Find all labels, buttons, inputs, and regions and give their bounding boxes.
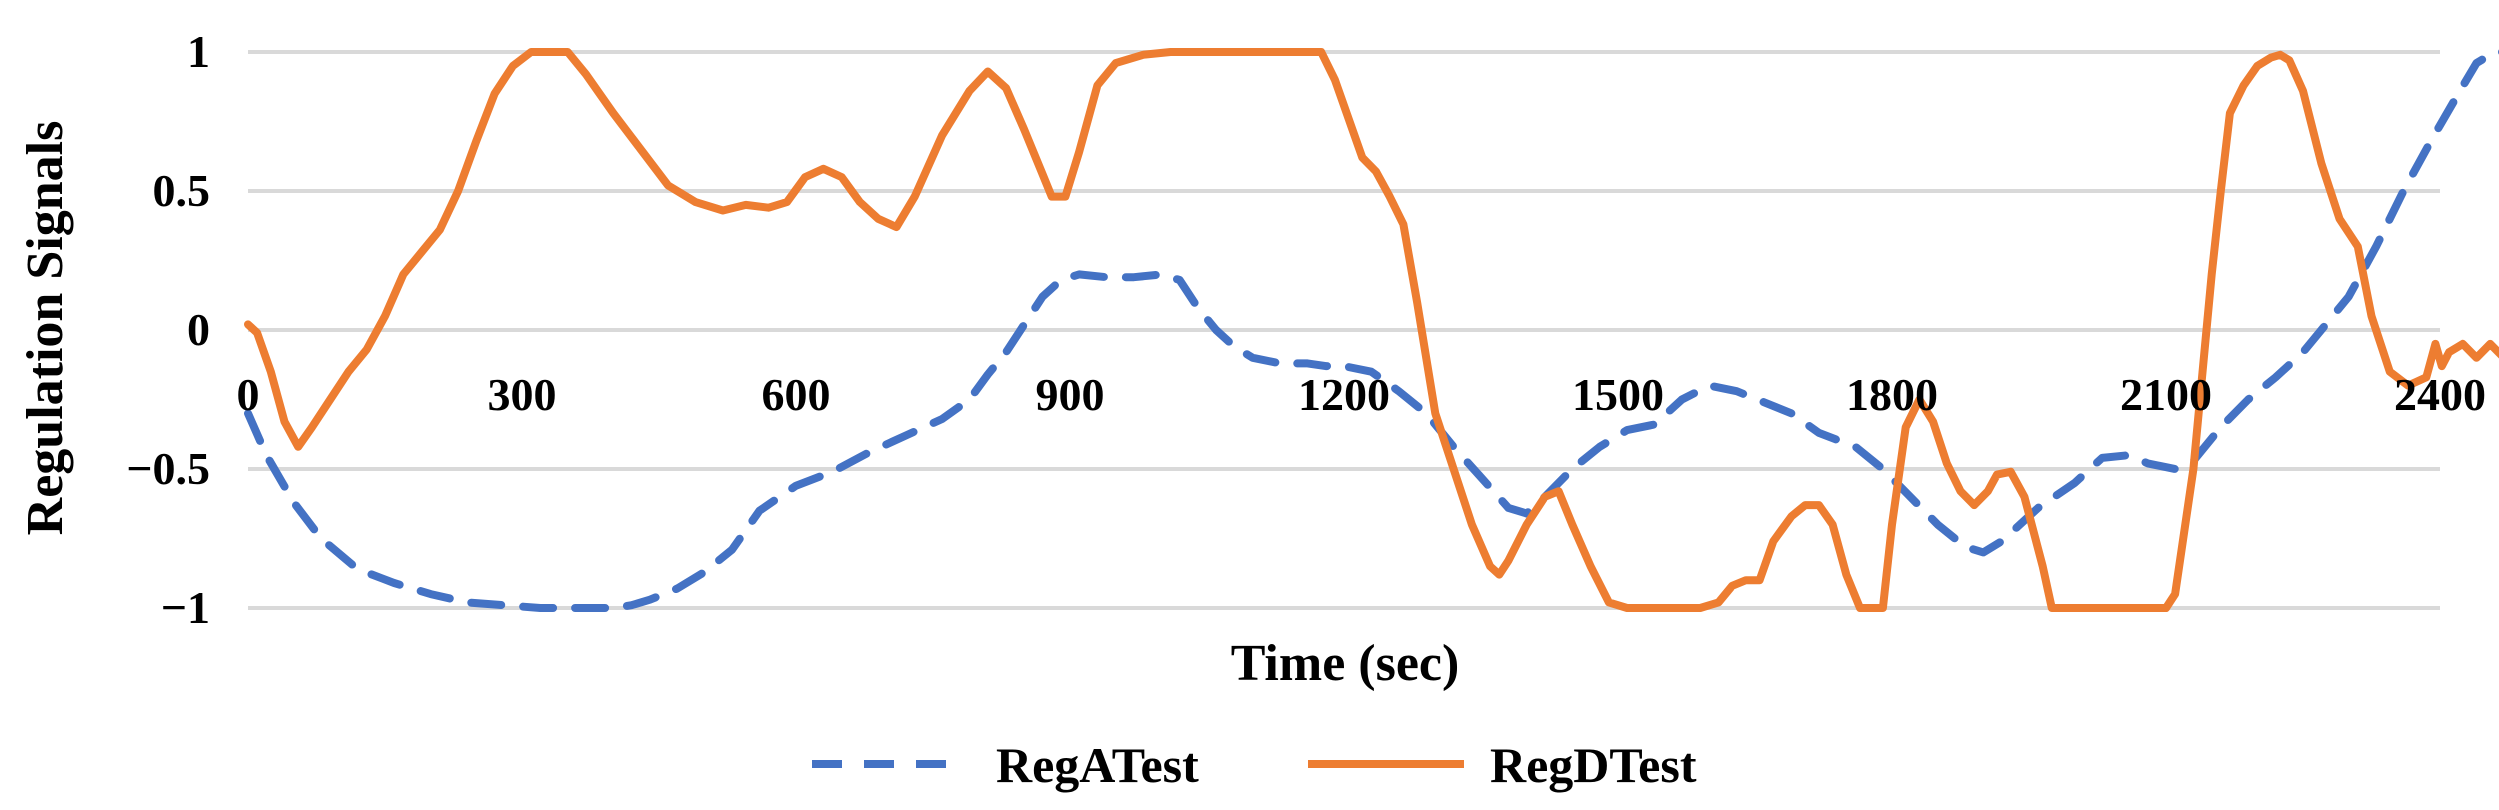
y-gridlines — [248, 50, 2440, 610]
y-tick-label: −0.5 — [126, 443, 210, 494]
x-axis-ticks: 0 300 600 900 1200 1500 1800 2100 2400 — [237, 369, 2487, 420]
x-tick-label: 1800 — [1846, 369, 1938, 420]
legend-label-regatest: RegATest — [996, 737, 1199, 793]
y-axis-title: Regulation Signals — [17, 121, 74, 536]
series-layer — [244, 48, 2499, 612]
series-line-regatest — [244, 48, 2499, 612]
x-tick-label: 1200 — [1298, 369, 1390, 420]
x-tick-label: 0 — [237, 369, 260, 420]
series-line-regdtest — [244, 48, 2499, 612]
legend: RegATest RegDTest — [812, 737, 1697, 793]
legend-label-regdtest: RegDTest — [1490, 737, 1697, 793]
x-tick-label: 1500 — [1572, 369, 1664, 420]
y-axis-ticks: 1 0.5 0 −0.5 −1 — [126, 26, 210, 633]
y-tick-label: 0.5 — [153, 165, 211, 216]
y-tick-label: 1 — [187, 26, 210, 77]
x-tick-label: 2400 — [2394, 369, 2486, 420]
x-tick-label: 2100 — [2120, 369, 2212, 420]
x-tick-label: 900 — [1036, 369, 1105, 420]
x-tick-label: 600 — [762, 369, 831, 420]
x-axis-title: Time (sec) — [1231, 635, 1460, 692]
y-tick-label: −1 — [161, 582, 210, 633]
x-tick-label: 300 — [488, 369, 557, 420]
y-tick-label: 0 — [187, 304, 210, 355]
